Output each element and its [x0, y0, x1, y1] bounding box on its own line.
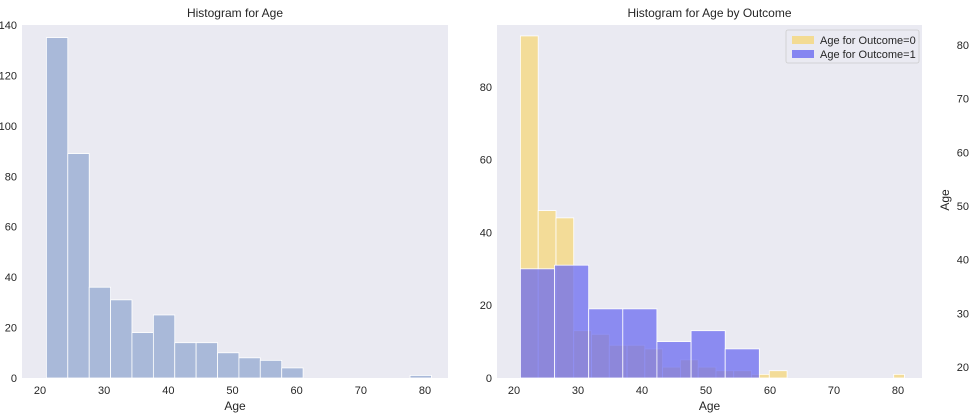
- x-tick-label: 60: [291, 385, 303, 397]
- x-axis-label: Age: [699, 399, 721, 413]
- histogram-bar: [409, 375, 432, 379]
- histogram-bar: [554, 264, 590, 379]
- histogram-bar: [110, 299, 133, 379]
- y-tick-label: 20: [5, 323, 17, 335]
- y-tick-label: 80: [957, 40, 969, 52]
- legend: [785, 29, 920, 64]
- y-tick-label: 20: [480, 300, 492, 312]
- histogram-bar: [259, 359, 283, 379]
- x-tick-label: 30: [98, 385, 110, 397]
- chart-title: Histogram for Age: [187, 6, 283, 20]
- legend-label: Age for Outcome=1: [820, 49, 916, 61]
- y-tick-label: 60: [5, 222, 17, 234]
- x-tick-label: 70: [355, 385, 367, 397]
- histogram-bar: [656, 341, 692, 379]
- x-tick-label: 60: [764, 385, 776, 397]
- legend-swatch: [792, 50, 814, 58]
- histogram-bar: [622, 308, 658, 379]
- histogram-bar: [174, 342, 197, 379]
- x-tick-label: 80: [419, 385, 431, 397]
- histogram-bar: [217, 352, 240, 379]
- x-tick-label: 30: [572, 385, 584, 397]
- histogram-bar: [724, 348, 760, 379]
- y-tick-label: 80: [5, 171, 17, 183]
- histogram-bar: [152, 314, 176, 379]
- y-tick-label: 40: [480, 227, 492, 239]
- y-tick-label: 50: [957, 201, 969, 213]
- histogram-bar: [768, 370, 788, 379]
- histogram-bar: [281, 367, 304, 379]
- histogram-bar: [690, 330, 726, 379]
- y-tick-label: 0: [486, 373, 492, 385]
- y-tick-label: 40: [957, 255, 969, 267]
- histogram-bar: [131, 332, 154, 379]
- histogram-bar: [67, 153, 90, 379]
- x-tick-label: 70: [828, 385, 840, 397]
- y-tick-label: 0: [11, 373, 17, 385]
- y-tick-label: 80: [480, 82, 492, 94]
- x-tick-label: 40: [636, 385, 648, 397]
- y-tick-label: 60: [480, 155, 492, 167]
- histogram-bar: [588, 308, 624, 379]
- histogram-bar: [238, 357, 261, 379]
- legend-swatch: [792, 36, 814, 44]
- y-tick-label: 40: [5, 272, 17, 284]
- x-tick-label: 50: [226, 385, 238, 397]
- x-tick-label: 50: [700, 385, 712, 397]
- y-axis-label: Age: [938, 189, 952, 211]
- y-tick-label: 60: [957, 147, 969, 159]
- histogram-bar: [893, 373, 905, 379]
- histogram-bar: [195, 342, 218, 379]
- y-tick-label: 100: [0, 121, 17, 133]
- histogram-bar: [88, 286, 111, 379]
- chart-title: Histogram for Age by Outcome: [627, 6, 791, 20]
- y-tick-label: 120: [0, 70, 17, 82]
- x-tick-label: 40: [162, 385, 174, 397]
- histogram-bar: [46, 37, 69, 379]
- x-tick-label: 80: [892, 385, 904, 397]
- histogram-bar: [520, 268, 555, 379]
- y-tick-label: 30: [957, 308, 969, 320]
- y-tick-label: 140: [0, 20, 17, 32]
- x-tick-label: 20: [508, 385, 520, 397]
- y-tick-label: 70: [957, 94, 969, 106]
- y-tick-label: 20: [957, 362, 969, 374]
- x-axis-label: Age: [224, 399, 246, 413]
- legend-label: Age for Outcome=0: [820, 35, 916, 47]
- x-tick-label: 20: [34, 385, 46, 397]
